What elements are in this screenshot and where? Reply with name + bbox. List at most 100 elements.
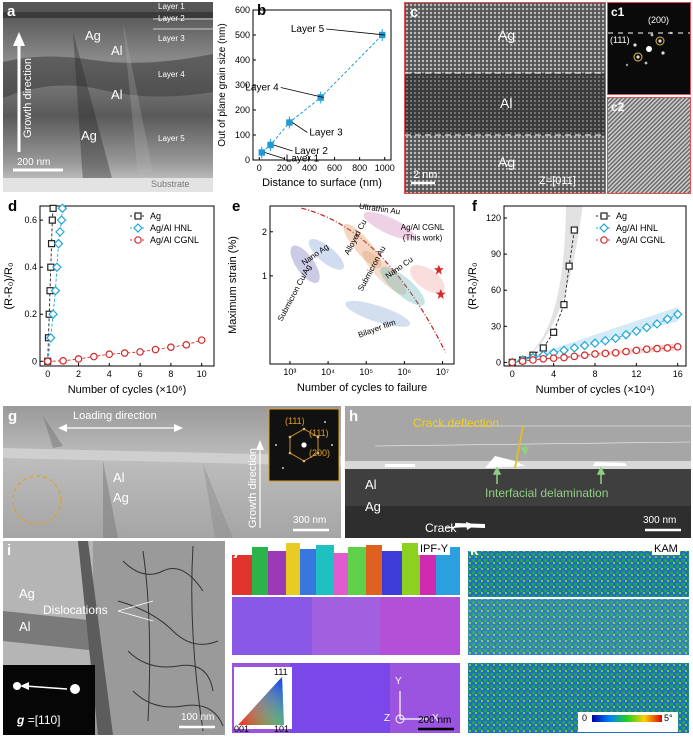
diffraction-spot-label: (111) xyxy=(309,428,329,438)
leader-line xyxy=(292,122,308,133)
y-tick-label: 2 xyxy=(262,227,267,237)
panel-f: 0 4 8 12 16 0 30 60 90 120 Number of cycles (×10⁴)… xyxy=(464,198,693,403)
x-tick-label: 10⁵ xyxy=(359,367,373,377)
panel-a: a Layer 1 Layer 2 Layer 3 Layer 4 Layer … xyxy=(3,2,213,192)
y-axis-label: (R-R₀)/R₀ xyxy=(467,262,479,309)
x-axis-label: Distance to surface (nm) xyxy=(262,177,382,189)
data-point xyxy=(45,332,56,343)
layer-label: Layer 1 xyxy=(158,2,185,11)
data-point xyxy=(621,329,631,340)
layer-label: Layer 2 xyxy=(158,14,185,23)
panel-letter: k xyxy=(470,542,479,559)
group-label: (This work) xyxy=(403,233,443,242)
y-tick-label: 600 xyxy=(235,5,250,15)
colorbar xyxy=(592,715,662,722)
x-tick-label: 0 xyxy=(510,369,515,379)
ag-label: Ag xyxy=(498,27,516,43)
ipf-key-label: 111 xyxy=(274,667,288,677)
x-tick-label: 0 xyxy=(45,369,50,379)
panel-letter: c2 xyxy=(611,100,625,114)
panel-letter: i xyxy=(7,542,12,559)
x-tick-label: 800 xyxy=(352,163,367,173)
y-tick-label: 0 xyxy=(32,356,37,366)
dislocations-label: Dislocations xyxy=(43,603,108,617)
point-label: Layer 5 xyxy=(291,24,325,35)
leader-line xyxy=(326,28,386,36)
x-tick-label: 4 xyxy=(107,369,112,379)
panel-j-image xyxy=(230,541,462,735)
y-tick-label: 60 xyxy=(491,285,501,295)
diffraction-inset xyxy=(3,665,95,735)
legend-label: Ag/Al HNL xyxy=(150,223,192,233)
data-point xyxy=(267,141,274,149)
ipf-key-label: 101 xyxy=(274,724,290,734)
axis-label: Z xyxy=(384,713,391,724)
x-tick-label: 12 xyxy=(631,369,641,379)
data-group-region xyxy=(362,250,407,295)
data-point xyxy=(673,342,682,351)
data-point xyxy=(286,119,293,126)
panel-h: h Crack deflection Al Ag Interfacial del… xyxy=(345,406,693,538)
colorbar-max: 5° xyxy=(664,713,673,723)
x-axis-label: Number of cycles (×10⁴) xyxy=(536,384,655,396)
series-line xyxy=(47,208,54,362)
plot-frame xyxy=(269,205,455,365)
legend-marker xyxy=(134,212,142,220)
al-label: Al xyxy=(500,95,513,111)
data-point xyxy=(182,341,191,349)
x-tick-label: 16 xyxy=(673,369,683,379)
data-point xyxy=(590,338,600,348)
scale-label: 300 nm xyxy=(293,515,327,526)
chart-d: 0 2 4 6 8 10 0 0.2 0.4 0.6 Number of cycles (×10⁶)… xyxy=(3,203,215,396)
data-point xyxy=(632,346,641,355)
data-point xyxy=(529,356,537,364)
x-tick-label: 4 xyxy=(551,369,556,379)
panel-a-image xyxy=(3,2,213,192)
y-tick-label: 30 xyxy=(491,321,501,331)
data-point xyxy=(662,314,673,324)
chart-f: 0 4 8 12 16 0 30 60 90 120 Number of cycles (×10⁴)… xyxy=(467,205,687,396)
layer-label: Layer 4 xyxy=(158,70,185,79)
diffraction-spot-label: (200) xyxy=(648,15,670,25)
point-label: Layer 3 xyxy=(309,128,343,139)
diffraction-spot-label: (111) xyxy=(610,35,630,45)
ag-label: Ag xyxy=(498,154,516,170)
y-tick-label: 0 xyxy=(245,155,250,165)
scale-label: 200 nm xyxy=(418,715,452,726)
al-label: Al xyxy=(111,87,123,102)
panel-k-image xyxy=(466,541,691,735)
plot-frame xyxy=(39,205,215,367)
ag-label: Ag xyxy=(85,28,101,43)
panel-letter: f xyxy=(472,198,477,215)
data-point xyxy=(570,352,579,361)
y-tick-label: 0.2 xyxy=(24,309,37,319)
data-point xyxy=(74,355,83,363)
y-axis-label: Out of plane grain size (nm) xyxy=(217,23,228,146)
layer-label: Layer 3 xyxy=(158,34,185,43)
panel-j: j IPF-Y 111 001 101 Y X Z 200 nm xyxy=(230,541,462,735)
panel-c2: c2 xyxy=(607,97,691,194)
legend-marker xyxy=(599,223,609,233)
scale-label: 2 nm xyxy=(413,169,438,181)
x-tick-label: 10 xyxy=(197,369,207,379)
data-point xyxy=(120,349,129,357)
panel-e: 10³ 10⁴ 10⁵ 10⁶ 10⁷ 1 2 Number of cycles to fai… xyxy=(224,198,462,403)
diffraction-spot-label: (200) xyxy=(309,448,331,458)
panel-k: k KAM 0 5° xyxy=(466,541,691,735)
data-group-region xyxy=(308,239,344,270)
chart-e: 10³ 10⁴ 10⁵ 10⁶ 10⁷ 1 2 Number of cycles to fai… xyxy=(227,202,455,394)
al-label: Al xyxy=(113,470,125,485)
panel-i: i Ag Al Dislocations g =[110] 100 nm xyxy=(3,541,225,735)
data-point xyxy=(569,343,580,353)
envelope-curve xyxy=(301,207,447,353)
layer-label: Layer 5 xyxy=(158,134,185,143)
data-point xyxy=(49,204,57,212)
data-point xyxy=(580,351,589,359)
legend-label: Ag xyxy=(150,211,161,221)
panel-letter: c1 xyxy=(611,5,625,19)
x-tick-label: 10³ xyxy=(283,367,296,377)
data-point xyxy=(560,353,568,362)
legend-label: Ag xyxy=(616,211,627,221)
y-tick-label: 200 xyxy=(235,105,250,115)
data-point xyxy=(600,335,611,346)
